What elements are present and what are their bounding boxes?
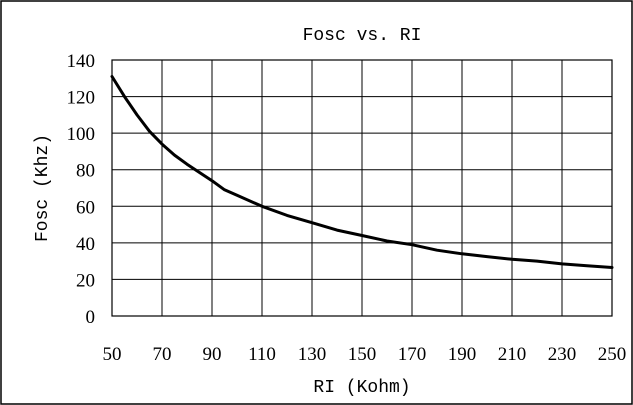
x-tick-label: 170 bbox=[398, 344, 427, 365]
x-tick-label: 150 bbox=[348, 344, 377, 365]
x-tick-label: 90 bbox=[203, 344, 222, 365]
x-tick-label: 250 bbox=[598, 344, 627, 365]
y-tick-label: 100 bbox=[67, 124, 96, 145]
x-axis-ticks: 50 70 90 110 130 150 170 190 210 230 250 bbox=[103, 344, 627, 365]
y-tick-label: 0 bbox=[86, 307, 96, 328]
x-tick-label: 50 bbox=[103, 344, 122, 365]
y-axis-label: Fosc (Khz) bbox=[33, 134, 53, 242]
y-tick-label: 80 bbox=[76, 161, 95, 182]
chart-title: Fosc vs. RI bbox=[303, 26, 422, 46]
x-axis-label: RI (Kohm) bbox=[313, 378, 410, 398]
x-tick-label: 70 bbox=[153, 344, 172, 365]
y-tick-label: 20 bbox=[76, 270, 95, 291]
y-axis-ticks: 0 20 40 60 80 100 120 140 bbox=[67, 51, 96, 328]
y-tick-label: 140 bbox=[67, 51, 96, 72]
x-tick-label: 190 bbox=[448, 344, 477, 365]
series-layer bbox=[110, 75, 614, 269]
y-tick-label: 60 bbox=[76, 197, 95, 218]
x-tick-label: 210 bbox=[498, 344, 527, 365]
y-tick-label: 40 bbox=[76, 234, 95, 255]
plot-area bbox=[111, 59, 613, 317]
x-tick-label: 130 bbox=[298, 344, 327, 365]
x-tick-label: 230 bbox=[548, 344, 577, 365]
x-tick-label: 110 bbox=[248, 344, 276, 365]
series-line bbox=[110, 75, 614, 269]
y-tick-label: 120 bbox=[67, 88, 96, 109]
